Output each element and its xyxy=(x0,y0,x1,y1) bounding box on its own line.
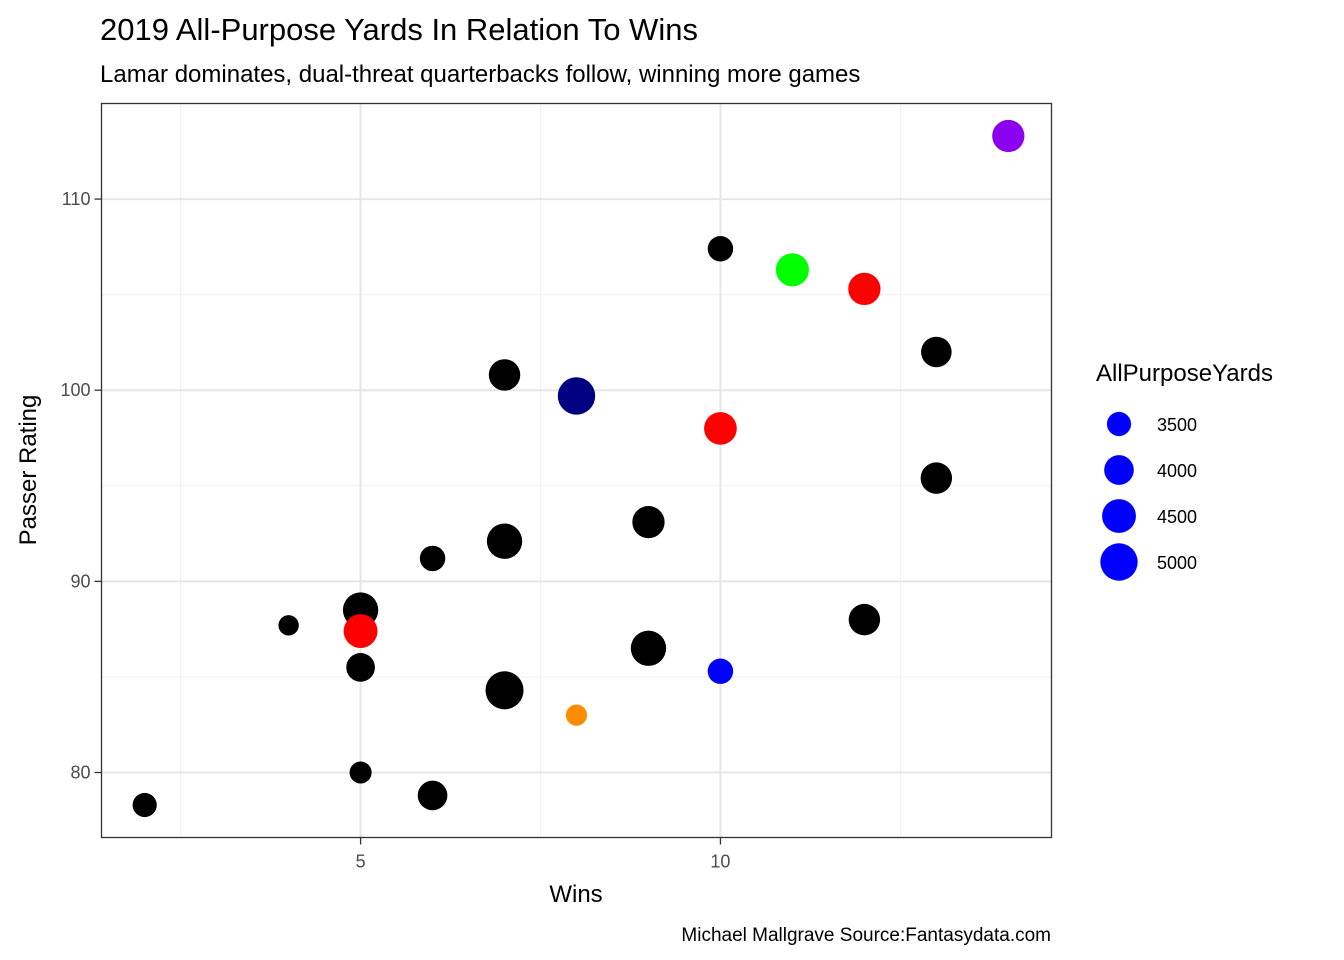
data-point-14 xyxy=(278,615,299,636)
data-point-21 xyxy=(349,761,372,784)
data-point-16 xyxy=(630,630,667,666)
plot-background xyxy=(101,103,1052,838)
x-axis-label: Wins xyxy=(549,881,602,908)
plot-panel xyxy=(100,102,1053,839)
data-point-2 xyxy=(775,253,809,287)
data-point-6 xyxy=(557,377,596,415)
chart-subtitle: Lamar dominates, dual-threat quarterback… xyxy=(100,61,860,88)
chart-title: 2019 All-Purpose Yards In Relation To Wi… xyxy=(100,12,698,47)
data-point-0 xyxy=(992,119,1025,153)
data-point-22 xyxy=(417,780,448,811)
data-point-9 xyxy=(632,505,665,539)
y-tick-label: 90 xyxy=(70,571,90,591)
data-point-19 xyxy=(485,671,524,710)
legend-label-3500: 3500 xyxy=(1157,415,1197,435)
legend-key-3500 xyxy=(1106,411,1132,437)
x-tick-label: 10 xyxy=(710,852,730,872)
legend-key-4500 xyxy=(1102,499,1136,533)
legend-key-5000 xyxy=(1100,543,1138,581)
legend-items: 3500 4000 4500 5000 xyxy=(1100,411,1197,581)
legend-label-4000: 4000 xyxy=(1157,461,1197,481)
data-point-13 xyxy=(848,603,881,636)
y-tick-label: 80 xyxy=(70,763,90,783)
data-point-18 xyxy=(707,658,734,684)
y-axis-ticks: 80 90 100 110 xyxy=(60,189,102,783)
data-point-17 xyxy=(346,653,375,682)
data-point-8 xyxy=(920,462,953,494)
legend-title: AllPurposeYards xyxy=(1096,360,1273,387)
data-point-23 xyxy=(132,792,157,818)
legend-label-5000: 5000 xyxy=(1157,553,1197,573)
data-points xyxy=(132,119,1025,818)
data-point-11 xyxy=(419,545,446,572)
data-point-20 xyxy=(565,704,588,726)
data-point-15 xyxy=(343,614,378,648)
legend-key-4000 xyxy=(1104,455,1134,485)
y-tick-label: 110 xyxy=(62,189,91,209)
data-point-3 xyxy=(848,272,881,306)
data-point-4 xyxy=(921,336,952,368)
y-axis-label: Passer Rating xyxy=(15,395,42,546)
legend: AllPurposeYards 3500 4000 4500 5000 xyxy=(1096,360,1273,581)
y-tick-label: 100 xyxy=(60,380,90,400)
data-point-1 xyxy=(707,236,734,262)
grid-major xyxy=(101,103,1052,838)
x-tick-label: 5 xyxy=(356,852,366,872)
data-point-10 xyxy=(486,523,523,559)
plot-border xyxy=(100,102,1053,839)
data-point-7 xyxy=(704,412,737,445)
x-axis-ticks: 5 10 xyxy=(356,837,730,872)
chart-caption: Michael Mallgrave Source:Fantasydata.com xyxy=(681,925,1051,946)
legend-label-4500: 4500 xyxy=(1157,507,1197,527)
data-point-5 xyxy=(488,359,521,391)
